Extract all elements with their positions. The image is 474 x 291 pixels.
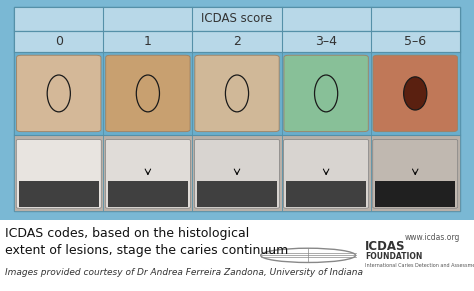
FancyBboxPatch shape: [108, 181, 188, 207]
FancyBboxPatch shape: [16, 139, 101, 208]
Text: 1: 1: [144, 35, 152, 48]
Text: www.icdas.org: www.icdas.org: [404, 233, 460, 242]
FancyBboxPatch shape: [282, 135, 371, 211]
Text: ICDAS: ICDAS: [365, 240, 405, 253]
FancyBboxPatch shape: [373, 139, 458, 208]
FancyBboxPatch shape: [18, 181, 99, 207]
Text: 5–6: 5–6: [404, 35, 426, 48]
Text: 0: 0: [55, 35, 63, 48]
Text: FOUNDATION: FOUNDATION: [365, 252, 422, 261]
FancyBboxPatch shape: [373, 55, 457, 132]
Ellipse shape: [404, 77, 427, 110]
Text: ICDAS codes, based on the histological
extent of lesions, stage the caries conti: ICDAS codes, based on the histological e…: [5, 227, 288, 257]
FancyBboxPatch shape: [194, 139, 280, 208]
FancyBboxPatch shape: [17, 55, 101, 132]
FancyBboxPatch shape: [282, 52, 371, 135]
FancyBboxPatch shape: [14, 135, 103, 211]
FancyBboxPatch shape: [106, 55, 190, 132]
FancyBboxPatch shape: [195, 55, 279, 132]
FancyBboxPatch shape: [14, 31, 460, 52]
Text: 3–4: 3–4: [315, 35, 337, 48]
FancyBboxPatch shape: [283, 139, 369, 208]
FancyBboxPatch shape: [14, 7, 460, 31]
FancyBboxPatch shape: [197, 181, 277, 207]
FancyBboxPatch shape: [371, 135, 460, 211]
Text: 2: 2: [233, 35, 241, 48]
Text: International Caries Detection and Assessment System: International Caries Detection and Asses…: [365, 263, 474, 268]
FancyBboxPatch shape: [103, 52, 192, 135]
FancyBboxPatch shape: [0, 0, 474, 220]
FancyBboxPatch shape: [284, 55, 368, 132]
FancyBboxPatch shape: [105, 139, 191, 208]
Text: ICDAS score: ICDAS score: [201, 12, 273, 25]
FancyBboxPatch shape: [375, 181, 456, 207]
FancyBboxPatch shape: [103, 135, 192, 211]
FancyBboxPatch shape: [286, 181, 366, 207]
Text: Images provided courtesy of Dr Andrea Ferreira Zandona, University of Indiana: Images provided courtesy of Dr Andrea Fe…: [5, 268, 363, 277]
FancyBboxPatch shape: [192, 52, 282, 135]
FancyBboxPatch shape: [14, 52, 103, 135]
FancyBboxPatch shape: [192, 135, 282, 211]
FancyBboxPatch shape: [371, 52, 460, 135]
